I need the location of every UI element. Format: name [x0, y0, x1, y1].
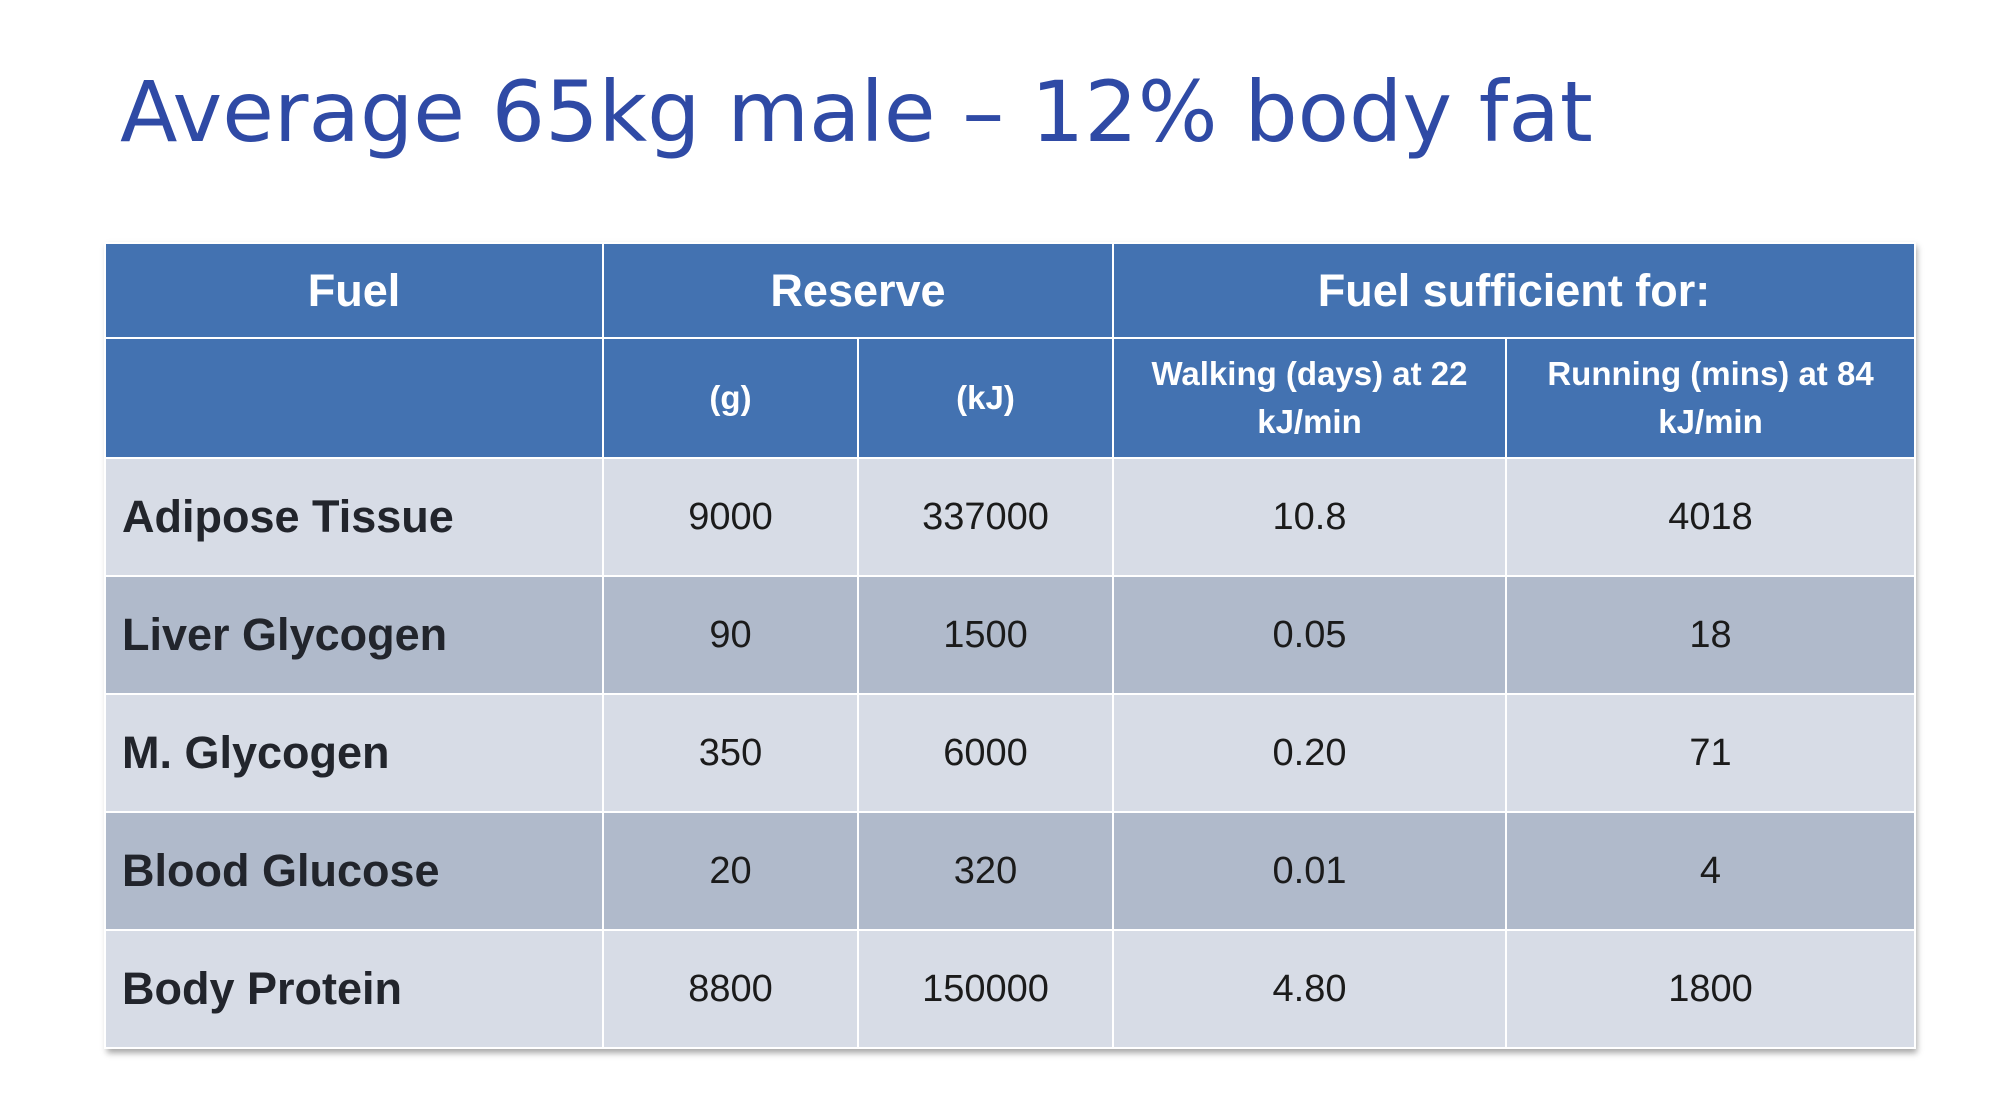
subheader-kj: (kJ) — [857, 337, 1114, 459]
kj-cell: 6000 — [857, 693, 1114, 813]
kj-cell: 337000 — [857, 457, 1114, 577]
header-fuel-sufficient: Fuel sufficient for: — [1112, 242, 1916, 339]
header-row-top: Fuel Reserve Fuel sufficient for: — [104, 242, 1916, 339]
fuel-table-container: Fuel Reserve Fuel sufficient for: (g) (k… — [104, 242, 1916, 1049]
walking-cell: 4.80 — [1112, 929, 1507, 1049]
fuel-name-cell: M. Glycogen — [104, 693, 604, 813]
fuel-name-cell: Liver Glycogen — [104, 575, 604, 695]
subheader-fuel-empty — [104, 337, 604, 459]
running-cell: 71 — [1505, 693, 1916, 813]
running-cell: 1800 — [1505, 929, 1916, 1049]
kj-cell: 150000 — [857, 929, 1114, 1049]
table-row: Liver Glycogen 90 1500 0.05 18 — [104, 575, 1916, 695]
header-row-sub: (g) (kJ) Walking (days) at 22 kJ/min Run… — [104, 337, 1916, 459]
fuel-name-cell: Body Protein — [104, 929, 604, 1049]
slide-title: Average 65kg male – 12% body fat — [120, 63, 1593, 161]
grams-cell: 350 — [602, 693, 859, 813]
subheader-grams: (g) — [602, 337, 859, 459]
grams-cell: 8800 — [602, 929, 859, 1049]
table-row: M. Glycogen 350 6000 0.20 71 — [104, 693, 1916, 813]
table-row: Body Protein 8800 150000 4.80 1800 — [104, 929, 1916, 1049]
walking-cell: 0.20 — [1112, 693, 1507, 813]
walking-cell: 0.05 — [1112, 575, 1507, 695]
subheader-walking: Walking (days) at 22 kJ/min — [1112, 337, 1507, 459]
grams-cell: 20 — [602, 811, 859, 931]
grams-cell: 9000 — [602, 457, 859, 577]
fuel-name-cell: Blood Glucose — [104, 811, 604, 931]
kj-cell: 1500 — [857, 575, 1114, 695]
walking-cell: 0.01 — [1112, 811, 1507, 931]
table-row: Blood Glucose 20 320 0.01 4 — [104, 811, 1916, 931]
walking-cell: 10.8 — [1112, 457, 1507, 577]
running-cell: 18 — [1505, 575, 1916, 695]
kj-cell: 320 — [857, 811, 1114, 931]
header-fuel: Fuel — [104, 242, 604, 339]
running-cell: 4 — [1505, 811, 1916, 931]
fuel-name-cell: Adipose Tissue — [104, 457, 604, 577]
table-row: Adipose Tissue 9000 337000 10.8 4018 — [104, 457, 1916, 577]
grams-cell: 90 — [602, 575, 859, 695]
fuel-reserve-table: Fuel Reserve Fuel sufficient for: (g) (k… — [104, 242, 1916, 1049]
header-reserve: Reserve — [602, 242, 1114, 339]
running-cell: 4018 — [1505, 457, 1916, 577]
subheader-running: Running (mins) at 84 kJ/min — [1505, 337, 1916, 459]
